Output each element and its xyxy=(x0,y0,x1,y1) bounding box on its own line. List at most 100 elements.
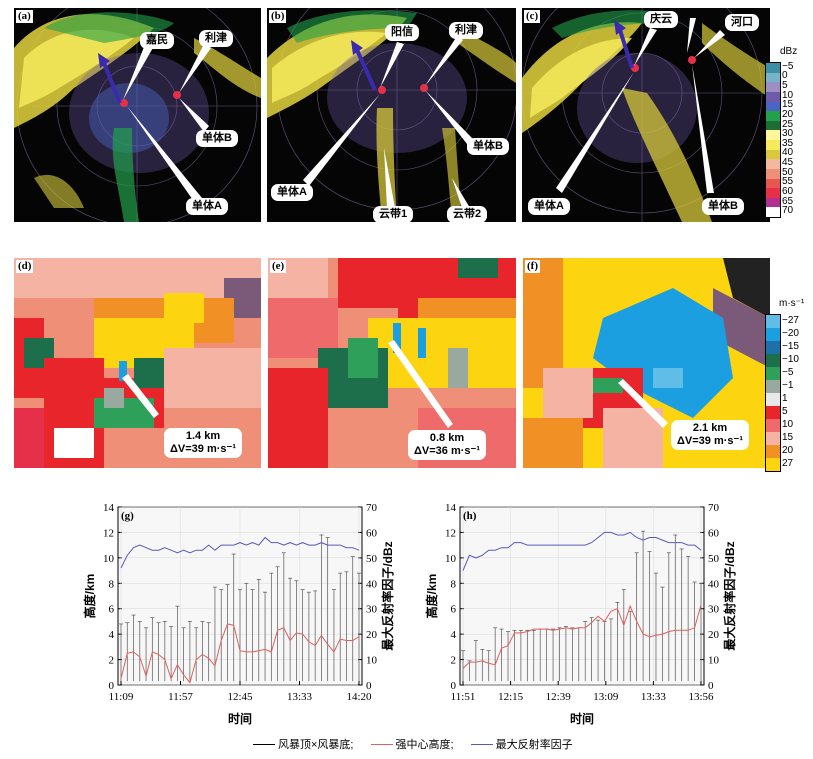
colorbar-tick-label: 27 xyxy=(782,457,794,469)
colorbar-tick-label: 5 xyxy=(782,80,788,92)
velocity-panel-f: (f) 2.1 km ΔV=39 m·s⁻¹ xyxy=(523,258,770,468)
callout-cloud-band-1: 云带1 xyxy=(373,206,414,222)
legend-swatch-storm-range xyxy=(253,743,275,745)
colorbar-swatch xyxy=(766,111,780,121)
shear-delta-v-f: ΔV=39 m·s⁻¹ xyxy=(677,435,743,447)
panel-label-f: (f) xyxy=(525,260,540,273)
colorbar-tick-label: 10 xyxy=(782,418,794,430)
callout-cell-b-a: 单体B xyxy=(196,130,238,147)
y-tick-label-right: 30 xyxy=(366,604,378,616)
y-tick-label-left: 12 xyxy=(103,527,114,539)
colorbar-tick-label: −10 xyxy=(782,353,799,365)
x-tick-label: 11:09 xyxy=(109,691,134,703)
colorbar-tick-label: 65 xyxy=(782,195,794,207)
y-tick-label-left: 2 xyxy=(109,655,115,667)
y-tick-label-right: 20 xyxy=(366,629,378,641)
y-tick-label-right: 10 xyxy=(366,655,378,667)
shear-distance-e: 0.8 km xyxy=(429,432,465,444)
y-tick-label-left: 4 xyxy=(451,629,457,641)
colorbar-swatch xyxy=(766,178,780,189)
colorbar-tick-label: 55 xyxy=(782,176,794,188)
y-axis-label-left: 高度/km xyxy=(82,574,97,619)
panel-label-e: (e) xyxy=(270,260,287,273)
colorbar-tick-label: −27 xyxy=(782,314,799,326)
colorbar-swatch xyxy=(766,207,780,217)
colorbar-swatch xyxy=(766,168,780,179)
y-tick-label-right: 70 xyxy=(708,502,720,514)
max-reflectivity-line xyxy=(462,531,702,571)
colorbar-tick-label: 30 xyxy=(782,128,794,140)
velocity-colorbar xyxy=(765,314,781,472)
colorbar-tick-label: 15 xyxy=(782,431,794,443)
shear-delta-v-e: ΔV=36 m·s⁻¹ xyxy=(414,445,480,457)
colorbar-swatch xyxy=(766,432,780,445)
x-tick-label: 13:56 xyxy=(688,691,714,703)
x-tick-label: 11:57 xyxy=(168,691,193,703)
colorbar-tick-label: 15 xyxy=(782,99,794,111)
callout-cell-a-c: 单体A xyxy=(528,198,570,215)
panel-label-d: (d) xyxy=(16,260,34,273)
velocity-colorbar-title: m·s⁻¹ xyxy=(779,298,805,309)
colorbar-swatch xyxy=(766,149,780,160)
colorbar-swatch xyxy=(766,419,780,432)
y-tick-label-left: 0 xyxy=(451,680,457,692)
legend-swatch-max-reflectivity xyxy=(470,743,493,745)
callout-cloud-band-2: 云带2 xyxy=(447,206,488,222)
colorbar-tick-label: 10 xyxy=(782,89,794,101)
y-tick-label-left: 8 xyxy=(109,578,115,590)
x-tick-label: 12:45 xyxy=(227,691,253,703)
colorbar-swatch xyxy=(766,341,780,354)
x-axis-label: 时间 xyxy=(570,711,594,726)
y-tick-label-right: 0 xyxy=(708,680,714,692)
y-tick-label-right: 10 xyxy=(708,655,720,667)
colorbar-tick-label: −15 xyxy=(782,340,799,352)
colorbar-swatch xyxy=(766,188,780,198)
chart-panel-label: (g) xyxy=(121,510,134,522)
colorbar-swatch xyxy=(766,315,780,328)
shear-distance-f: 2.1 km xyxy=(692,422,728,434)
y-tick-label-right: 70 xyxy=(366,502,378,514)
y-tick-label-left: 14 xyxy=(103,502,115,514)
y-tick-label-right: 40 xyxy=(708,578,720,590)
y-tick-label-left: 8 xyxy=(451,578,457,590)
callout-qingyun: 庆云 xyxy=(644,11,678,28)
colorbar-tick-label: 40 xyxy=(782,147,794,159)
y-tick-label-right: 60 xyxy=(366,527,378,539)
core-height-line xyxy=(462,604,702,669)
x-tick-label: 11:51 xyxy=(451,691,476,703)
colorbar-swatch xyxy=(766,91,780,102)
y-tick-label-right: 0 xyxy=(366,680,372,692)
chart-h: 0 2 4 6 8 10 12 14 0 10 20 30 40 50 60 70 11:51 12:15 12:3… xyxy=(424,502,737,726)
radar-panel-b: (b) 阳信 利津 单体B 单体A 云带1 云带2 xyxy=(267,8,516,222)
callout-hekou: 河口 xyxy=(725,14,759,31)
y-tick-label-left: 6 xyxy=(451,604,457,616)
y-axis-label-right: 最大反射率因子/dBz xyxy=(722,541,737,650)
colorbar-swatch xyxy=(766,328,780,341)
colorbar-swatch xyxy=(766,197,780,208)
dbz-colorbar-title: dBz xyxy=(780,46,798,57)
colorbar-swatch xyxy=(766,130,780,140)
panel-label-c: (c) xyxy=(524,10,541,23)
colorbar-tick-label: 0 xyxy=(782,70,788,82)
colorbar-swatch xyxy=(766,445,780,458)
dbz-colorbar xyxy=(765,62,781,218)
y-tick-label-left: 14 xyxy=(445,502,457,514)
y-tick-label-left: 2 xyxy=(451,655,457,667)
colorbar-swatch xyxy=(766,63,780,73)
colorbar-swatch xyxy=(766,72,780,83)
x-tick-label: 13:33 xyxy=(287,691,313,703)
y-tick-label-left: 10 xyxy=(103,553,115,565)
core-height-line xyxy=(120,623,360,684)
colorbar-tick-label: 60 xyxy=(782,185,794,197)
legend-label-core-height: 强中心高度; xyxy=(395,739,454,751)
y-tick-label-left: 0 xyxy=(109,680,115,692)
colorbar-swatch xyxy=(766,140,780,150)
y-tick-label-left: 10 xyxy=(445,553,457,565)
chart-legend: 风暴顶×风暴底; 强中心高度; 最大反射率因子 xyxy=(250,736,573,752)
callout-shear-d: 1.4 km ΔV=39 m·s⁻¹ xyxy=(164,428,242,458)
colorbar-swatch xyxy=(766,82,780,92)
colorbar-swatch xyxy=(766,406,780,419)
y-tick-label-right: 50 xyxy=(708,553,720,565)
y-tick-label-right: 30 xyxy=(708,604,720,616)
legend-swatch-core-height xyxy=(370,743,393,745)
